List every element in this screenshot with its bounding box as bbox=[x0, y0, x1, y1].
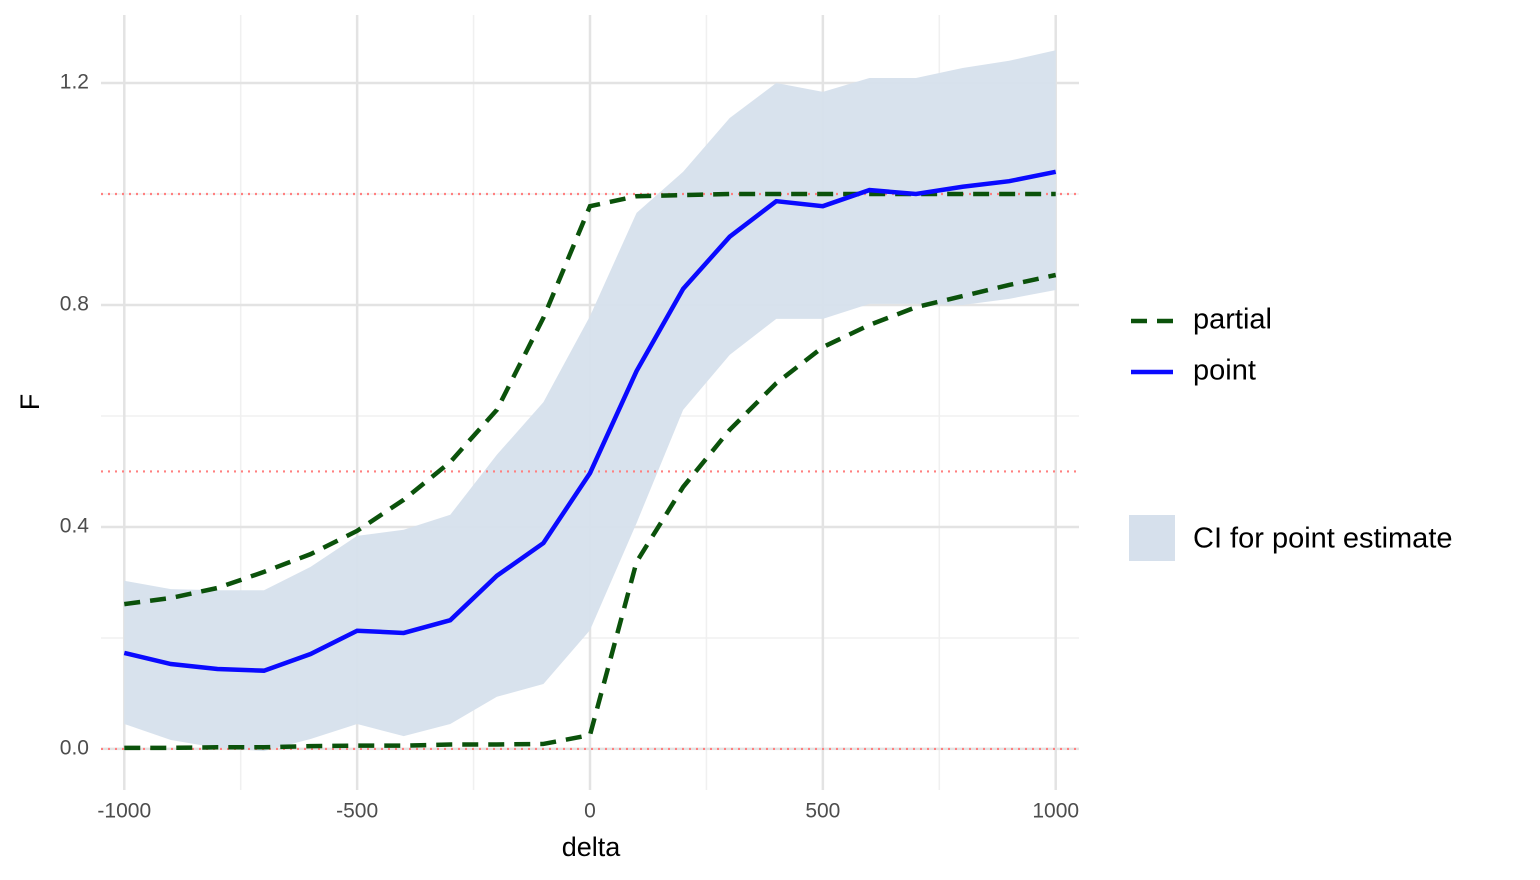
ci-band bbox=[124, 50, 1056, 752]
y-tick-label: 0.8 bbox=[60, 293, 89, 316]
x-tick-label: 500 bbox=[805, 800, 840, 823]
legend-key bbox=[1129, 515, 1175, 561]
x-tick-label: -500 bbox=[336, 800, 378, 823]
y-tick-label: 1.2 bbox=[60, 71, 89, 94]
y-tick-label: 0.4 bbox=[60, 514, 90, 537]
legend-label: partial bbox=[1193, 304, 1272, 336]
x-tick-label: 0 bbox=[584, 800, 596, 823]
data-line bbox=[123, 169, 1057, 673]
legend-label: CI for point estimate bbox=[1193, 523, 1453, 555]
x-tick-label: -1000 bbox=[97, 800, 151, 823]
y-tick-label: 0.0 bbox=[60, 736, 89, 759]
y-axis-title: F bbox=[15, 394, 45, 411]
x-tick-label: 1000 bbox=[1032, 800, 1079, 823]
data-line bbox=[124, 272, 1057, 751]
legend-label: point bbox=[1193, 355, 1256, 387]
x-axis-title: delta bbox=[562, 832, 622, 862]
